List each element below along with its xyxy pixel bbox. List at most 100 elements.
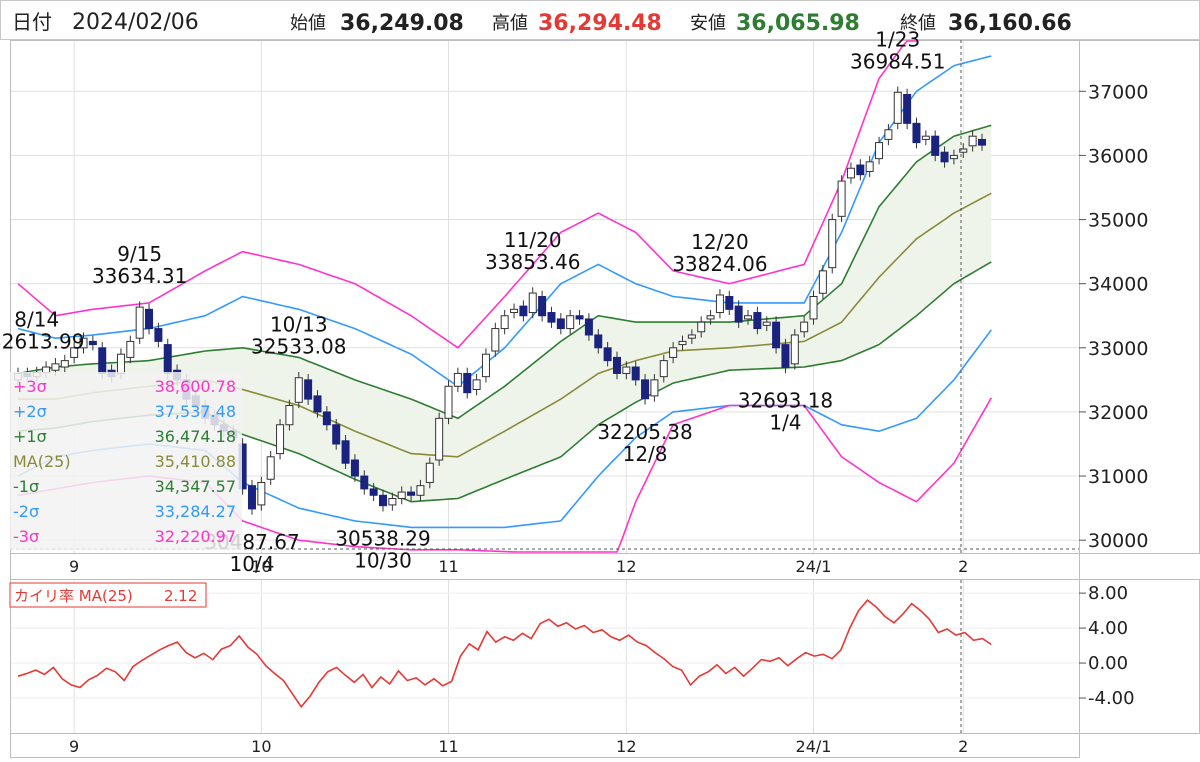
- candle-body: [154, 328, 163, 342]
- candle-body: [313, 395, 322, 413]
- candle-body: [893, 91, 902, 124]
- candle: [360, 470, 369, 495]
- candle-body: [977, 138, 986, 146]
- candle: [472, 374, 481, 396]
- annotation-date: 10/13: [270, 313, 328, 337]
- sub-label-box: [9, 582, 207, 608]
- candle: [388, 492, 397, 511]
- candle: [893, 86, 902, 130]
- candle: [678, 335, 687, 351]
- x-tick-label: 2: [958, 557, 968, 576]
- candle-body: [706, 315, 715, 320]
- sub-x-tick-label: 12: [616, 737, 636, 756]
- date-value: 2024/02/06: [72, 10, 199, 35]
- legend-value: 34,347.57: [155, 477, 236, 496]
- candle: [481, 348, 490, 383]
- candle: [669, 342, 678, 364]
- legend-label: +3σ: [13, 377, 47, 396]
- candle: [575, 309, 584, 325]
- candle-body: [762, 321, 771, 326]
- annotation-value: 32205.38: [597, 420, 692, 444]
- candle: [940, 146, 949, 168]
- annotation-value: 32693.18: [738, 388, 833, 412]
- candle-body: [622, 366, 631, 374]
- candle-body: [547, 312, 556, 323]
- candle-body: [940, 151, 949, 163]
- candle: [379, 489, 388, 512]
- candle: [266, 451, 275, 486]
- candle-body: [266, 456, 275, 480]
- candle: [631, 361, 640, 386]
- candle-body: [247, 485, 256, 510]
- y-tick-label: 30000: [1088, 530, 1148, 552]
- annotation-date: 12/8: [623, 442, 668, 466]
- candle-body: [846, 167, 855, 179]
- candle-body: [772, 321, 781, 349]
- candle: [706, 309, 715, 325]
- candle-body: [809, 296, 818, 320]
- y-tick-label: 33000: [1088, 338, 1148, 360]
- candle: [753, 306, 762, 335]
- band-plus1-line: [17, 124, 992, 420]
- candle: [856, 159, 865, 181]
- candle: [781, 338, 790, 374]
- sub-x-tick-label: 9: [69, 737, 79, 756]
- candle: [294, 371, 303, 409]
- annotation-date: 10/4: [230, 552, 275, 576]
- candle: [519, 300, 528, 322]
- candle-body: [163, 344, 172, 374]
- candle: [276, 418, 285, 460]
- legend-value: 35,410.88: [155, 452, 236, 471]
- candle-body: [903, 94, 912, 124]
- candle: [884, 124, 893, 146]
- candle-body: [603, 347, 612, 362]
- candle-body: [875, 142, 884, 160]
- candle: [809, 290, 818, 325]
- candle-body: [856, 164, 865, 176]
- candle-body: [425, 462, 434, 483]
- candle: [790, 329, 799, 370]
- candle-body: [388, 497, 397, 506]
- candle-body: [968, 135, 977, 147]
- low-label: 安値: [690, 13, 726, 34]
- candle-body: [350, 459, 359, 477]
- annotation-date: 8/14: [14, 308, 59, 332]
- candle: [416, 479, 425, 502]
- candle: [772, 316, 781, 354]
- y-tick-label: 35000: [1088, 210, 1148, 232]
- candle-body: [379, 494, 388, 507]
- candle-body: [566, 315, 575, 330]
- x-axis: 9 9 10 10 11 11 12 12 24/1 24/1 2 2: [69, 557, 968, 756]
- annotation-date: 1/4: [769, 410, 801, 434]
- candle: [977, 133, 986, 151]
- legend-value: 33,284.27: [155, 502, 236, 521]
- candle-body: [884, 129, 893, 140]
- annotation-value: 32613.99: [0, 330, 84, 354]
- candle-body: [650, 379, 659, 397]
- candle: [612, 351, 621, 380]
- sub-y-tick-label: 4.00: [1088, 618, 1128, 639]
- legend-label: +2σ: [13, 402, 47, 421]
- sub-y-tick-label: -4.00: [1088, 688, 1135, 709]
- candle-body: [500, 315, 509, 330]
- candle-body: [753, 312, 762, 330]
- sub-value: 2.12: [164, 587, 197, 605]
- candle: [800, 316, 809, 338]
- candle: [313, 390, 322, 418]
- candle: [641, 374, 650, 405]
- candle-body: [51, 363, 60, 371]
- candle-body: [837, 180, 846, 217]
- legend-label: -1σ: [13, 477, 39, 496]
- candle: [341, 435, 350, 469]
- legend-value: 36,474.18: [155, 427, 236, 446]
- candle: [566, 309, 575, 335]
- annotation-value: 33853.46: [485, 250, 580, 274]
- candle: [60, 354, 69, 373]
- annotation-date: 1/23: [875, 27, 920, 51]
- candle-body: [145, 308, 154, 330]
- high-label: 高値: [492, 13, 528, 34]
- sub-y-tick-label: 8.00: [1088, 583, 1128, 604]
- candle-body: [734, 305, 743, 323]
- candle: [734, 300, 743, 328]
